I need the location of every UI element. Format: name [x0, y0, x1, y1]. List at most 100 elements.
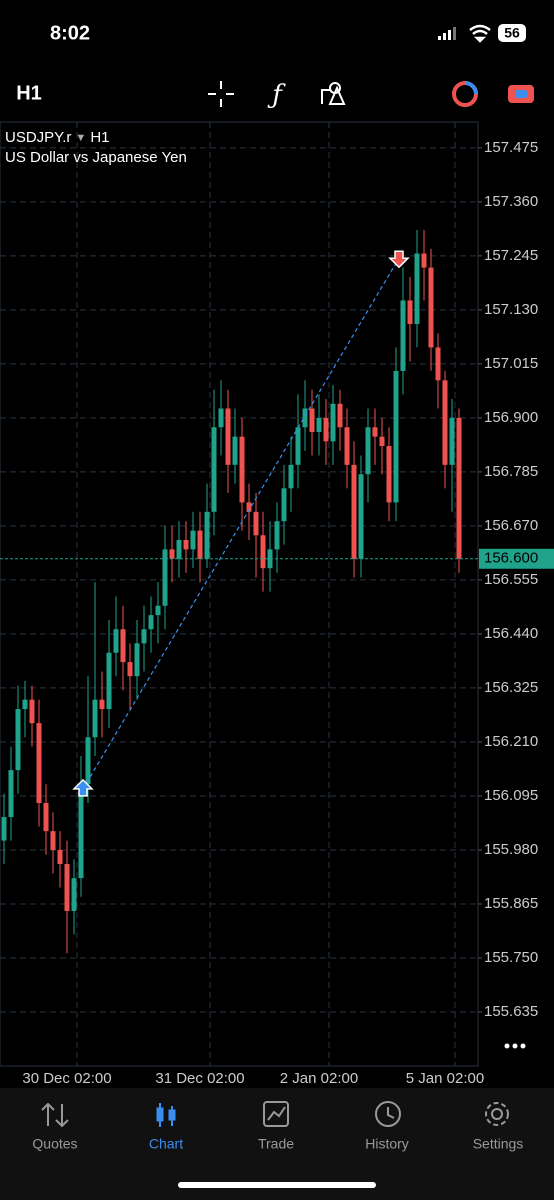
- candle-body: [43, 802, 49, 832]
- trading-button[interactable]: [452, 81, 478, 107]
- candle-body: [71, 878, 77, 912]
- y-tick-label: 157.130: [484, 301, 538, 318]
- candle-body: [29, 699, 35, 724]
- candle-body: [15, 709, 21, 771]
- nav-label[interactable]: Settings: [473, 1136, 524, 1152]
- candle-body: [428, 267, 434, 348]
- candle-body: [365, 427, 371, 475]
- candle-body: [442, 380, 448, 465]
- chart-timeframe: H1: [90, 129, 109, 146]
- symbol: USDJPY.r: [5, 129, 71, 146]
- grid: [0, 122, 482, 1066]
- candle-body: [169, 549, 175, 559]
- candle-body: [295, 427, 301, 465]
- candle-body: [190, 530, 196, 550]
- candle-body: [183, 539, 189, 550]
- y-tick-label: 156.900: [484, 409, 538, 426]
- y-tick-label: 156.670: [484, 517, 538, 534]
- candle-body: [435, 347, 441, 381]
- candle-body: [372, 427, 378, 437]
- candle-body: [316, 417, 322, 432]
- objects-button[interactable]: [321, 82, 346, 105]
- dropdown-caret: ▼: [75, 132, 86, 144]
- plot-frame: [0, 121, 479, 1067]
- indicators-button[interactable]: ƒ: [267, 80, 286, 110]
- candle-body: [36, 723, 42, 803]
- candle-body: [155, 605, 161, 616]
- candle-body: [141, 629, 147, 644]
- y-tick-label: 155.980: [484, 841, 538, 858]
- candle-body: [1, 817, 7, 841]
- candle-body: [22, 699, 28, 710]
- candle-body: [218, 408, 224, 428]
- candle-body: [274, 521, 280, 550]
- candle-body: [253, 511, 259, 536]
- candle-body: [78, 784, 84, 879]
- chart-title: US Dollar vs Japanese Yen: [5, 149, 187, 166]
- candle-body: [239, 436, 245, 503]
- x-tick-label: 31 Dec 02:00: [155, 1070, 244, 1087]
- current-price-box: [479, 548, 554, 569]
- candle-body: [302, 408, 308, 428]
- candle-body: [225, 408, 231, 465]
- candle-body: [379, 436, 385, 447]
- symbol-label[interactable]: USDJPY.r ▼ H1: [5, 129, 110, 146]
- candle-body: [449, 417, 455, 465]
- candle-body: [134, 643, 140, 677]
- candle-body: [330, 403, 336, 442]
- nav-label[interactable]: Quotes: [32, 1136, 77, 1152]
- y-tick-label: 155.635: [484, 1003, 538, 1020]
- sell-arrow: [388, 250, 410, 269]
- y-tick-label: 156.095: [484, 787, 538, 804]
- crosshair-button[interactable]: [208, 81, 234, 107]
- candle-body: [407, 300, 413, 324]
- history-icon: [375, 1101, 401, 1127]
- y-tick-label: 156.210: [484, 733, 538, 750]
- quotes-icon: [41, 1102, 69, 1128]
- nav-label[interactable]: Trade: [258, 1136, 294, 1152]
- candle-body: [337, 403, 343, 428]
- candle-body: [120, 629, 126, 663]
- candle-body: [176, 539, 182, 559]
- y-tick-label: 157.015: [484, 355, 538, 372]
- candle-body: [57, 849, 63, 865]
- candle-body: [421, 253, 427, 268]
- candle-body: [393, 370, 399, 503]
- settings-icon: [485, 1102, 509, 1126]
- current-price-label: 156.600: [484, 550, 538, 567]
- account-button[interactable]: [508, 85, 534, 103]
- candle-body: [148, 615, 154, 630]
- candle-body: [288, 464, 294, 489]
- plot: [0, 230, 478, 954]
- candle-body: [8, 770, 14, 818]
- candle-body: [323, 417, 329, 442]
- y-tick-label: 156.325: [484, 679, 538, 696]
- y-tick-label: 157.475: [484, 139, 538, 156]
- timeframe-button[interactable]: H1: [16, 82, 42, 104]
- y-tick-label: 157.245: [484, 247, 538, 264]
- status-time: 8:02: [50, 22, 90, 44]
- candle-body: [197, 530, 203, 559]
- trade-icon: [263, 1101, 289, 1127]
- candle-body: [85, 737, 91, 785]
- candle-body: [344, 427, 350, 465]
- buy-arrow: [72, 778, 94, 797]
- candle-body: [99, 699, 105, 710]
- more-button[interactable]: [504, 1043, 526, 1049]
- x-tick-label: 30 Dec 02:00: [22, 1070, 111, 1087]
- nav-label[interactable]: History: [365, 1136, 409, 1152]
- candle-body: [50, 831, 56, 850]
- candle-body: [106, 652, 112, 710]
- trade-line: [82, 257, 400, 790]
- candle-body: [113, 629, 119, 653]
- y-tick-label: 156.440: [484, 625, 538, 642]
- nav-label[interactable]: Chart: [149, 1136, 183, 1152]
- signal-icon: [438, 27, 456, 40]
- y-tick-label: 155.865: [484, 895, 538, 912]
- candle-body: [162, 549, 168, 606]
- candle-body: [358, 474, 364, 559]
- x-tick-label: 2 Jan 02:00: [280, 1070, 358, 1087]
- candle-body: [309, 408, 315, 432]
